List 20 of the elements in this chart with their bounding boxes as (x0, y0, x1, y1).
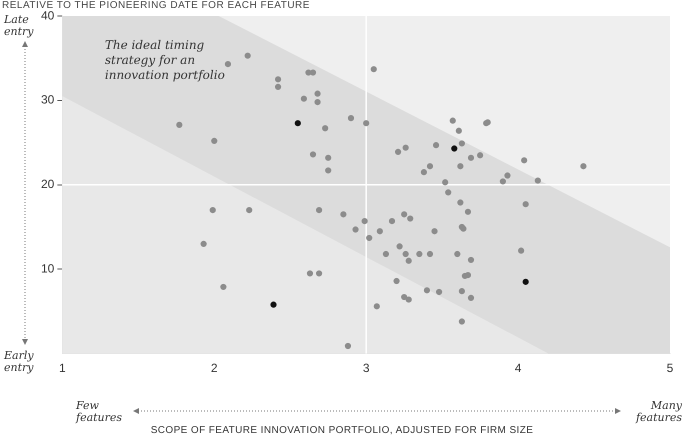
x-axis-title: SCOPE OF FEATURE INNOVATION PORTFOLIO, ADJUSTED FOR FIRM SIZE (150, 425, 534, 436)
point (270, 302, 277, 308)
text: Many features (634, 399, 682, 424)
chart-title: RELATIVE TO THE PIONEERING DATE FOR EACH FEATURE (2, 0, 310, 11)
text: Early entry (4, 349, 35, 374)
x-tick-label: 4 (514, 361, 522, 376)
point (451, 145, 458, 152)
text: Late entry (4, 13, 34, 38)
text: Few features (76, 399, 124, 424)
x-tick-label: 5 (666, 361, 674, 376)
y-tick-label: 20 (40, 177, 55, 192)
x-tick-label: 3 (362, 361, 370, 376)
y-tick-label: 10 (40, 262, 55, 276)
annotation: The ideal timing strategy for an innovation portfolio (104, 38, 226, 83)
y-tick-label: 30 (40, 92, 55, 107)
x-tick-label: 1 (59, 361, 66, 376)
point (294, 120, 301, 126)
x-tick-label: 2 (210, 361, 218, 376)
point (522, 278, 529, 285)
y-tick-label: 40 (40, 8, 55, 22)
